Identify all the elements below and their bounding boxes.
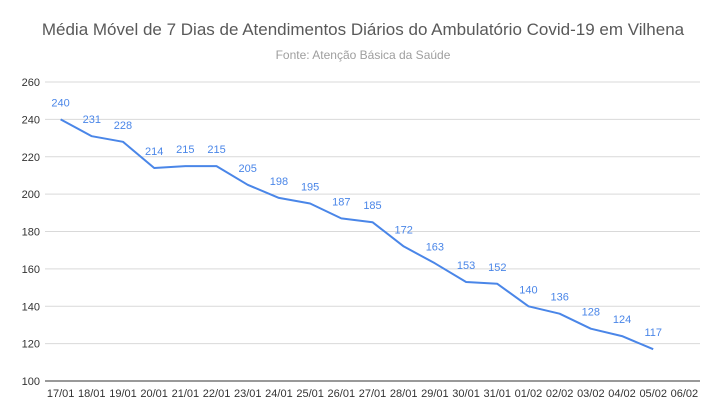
data-label: 228 <box>114 120 132 132</box>
series-line <box>60 118 654 351</box>
y-axis-ticks: 100 120 140 160 180 200 220 240 260 <box>22 77 40 388</box>
y-tick-label: 120 <box>22 339 40 351</box>
data-label: 214 <box>145 146 163 158</box>
data-label: 215 <box>176 144 194 156</box>
y-tick-label: 180 <box>22 227 40 239</box>
x-tick-label: 02/02 <box>546 388 574 400</box>
y-tick-label: 240 <box>22 114 40 126</box>
x-tick-label: 24/01 <box>265 388 293 400</box>
data-label: 172 <box>395 224 413 236</box>
data-label: 163 <box>426 241 444 253</box>
x-tick-label: 31/01 <box>483 388 511 400</box>
chart-title: Média Móvel de 7 Dias de Atendimentos Di… <box>41 20 685 39</box>
x-tick-label: 01/02 <box>515 388 543 400</box>
data-label: 195 <box>301 181 319 193</box>
x-tick-label: 30/01 <box>452 388 480 400</box>
x-tick-label: 22/01 <box>203 388 231 400</box>
x-tick-label: 23/01 <box>234 388 262 400</box>
data-label: 128 <box>582 307 600 319</box>
gridlines <box>45 81 700 382</box>
data-label: 198 <box>270 176 288 188</box>
x-tick-label: 06/02 <box>671 388 699 400</box>
data-label: 215 <box>207 144 225 156</box>
data-label: 153 <box>457 260 475 272</box>
y-tick-label: 200 <box>22 189 40 201</box>
x-tick-label: 04/02 <box>608 388 636 400</box>
x-tick-label: 25/01 <box>296 388 324 400</box>
x-tick-label: 19/01 <box>109 388 137 400</box>
data-label: 185 <box>363 200 381 212</box>
data-label: 205 <box>239 163 257 175</box>
x-tick-label: 18/01 <box>78 388 106 400</box>
x-axis-ticks: 17/01 18/01 19/01 20/01 21/01 22/01 23/01 24/01… <box>47 388 698 400</box>
data-label: 240 <box>51 97 69 109</box>
y-tick-label: 100 <box>22 376 40 388</box>
y-tick-label: 140 <box>22 301 40 313</box>
series <box>60 118 654 351</box>
x-tick-label: 17/01 <box>47 388 75 400</box>
x-tick-label: 21/01 <box>172 388 200 400</box>
x-tick-label: 28/01 <box>390 388 418 400</box>
data-label: 136 <box>550 292 568 304</box>
chart-subtitle: Fonte: Atenção Básica da Saúde <box>275 48 451 62</box>
data-label: 187 <box>332 196 350 208</box>
x-tick-label: 27/01 <box>359 388 387 400</box>
y-tick-label: 160 <box>22 264 40 276</box>
x-tick-label: 26/01 <box>328 388 356 400</box>
data-label: 124 <box>613 314 631 326</box>
x-tick-label: 03/02 <box>577 388 605 400</box>
x-tick-label: 29/01 <box>421 388 449 400</box>
data-label: 231 <box>83 114 101 126</box>
data-labels: 240 231 228 214 215 215 205 198 195 187 185 172 163 1… <box>51 97 662 339</box>
data-label: 152 <box>488 262 506 274</box>
x-tick-label: 05/02 <box>639 388 667 400</box>
y-tick-label: 260 <box>22 77 40 89</box>
x-tick-label: 20/01 <box>140 388 168 400</box>
data-label: 117 <box>644 327 662 339</box>
y-tick-label: 220 <box>22 152 40 164</box>
data-label: 140 <box>519 284 537 296</box>
